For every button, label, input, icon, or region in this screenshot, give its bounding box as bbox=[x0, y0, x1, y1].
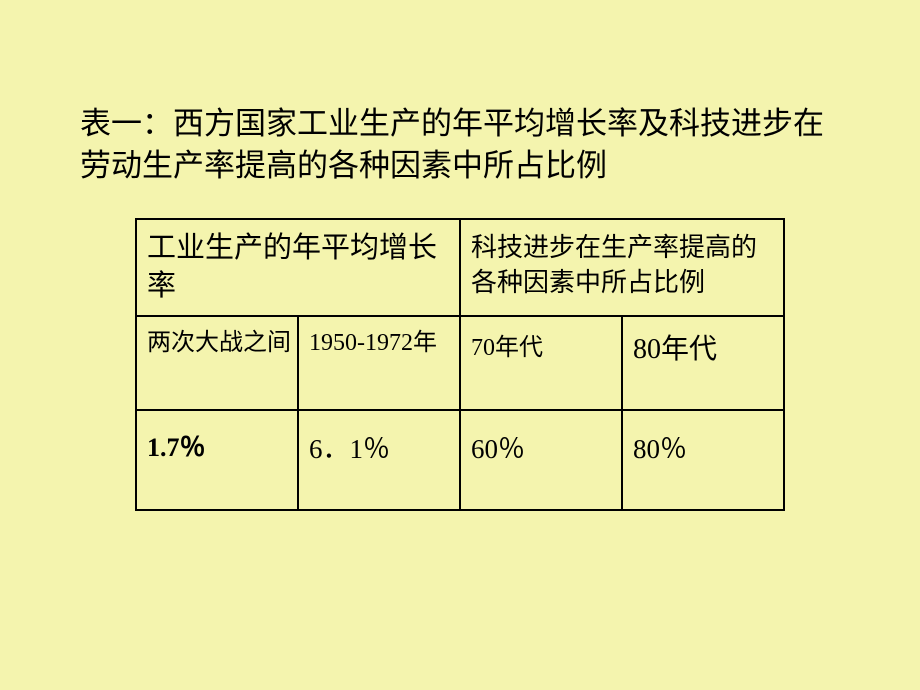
period-cell-4: 80年代 bbox=[622, 316, 784, 410]
value-cell-4: 80％ bbox=[622, 410, 784, 510]
value-cell-1: 1.7％ bbox=[136, 410, 298, 510]
slide-title: 表一：西方国家工业生产的年平均增长率及科技进步在劳动生产率提高的各种因素中所占比… bbox=[80, 103, 850, 187]
data-table: 工业生产的年平均增长率 科技进步在生产率提高的各种因素中所占比例 两次大战之间 … bbox=[135, 218, 785, 511]
table-period-row: 两次大战之间 1950-1972年 70年代 80年代 bbox=[136, 316, 784, 410]
table-value-row: 1.7％ 6．1％ 60％ 80％ bbox=[136, 410, 784, 510]
period-cell-2: 1950-1972年 bbox=[298, 316, 460, 410]
period-cell-1: 两次大战之间 bbox=[136, 316, 298, 410]
slide: 表一：西方国家工业生产的年平均增长率及科技进步在劳动生产率提高的各种因素中所占比… bbox=[0, 0, 920, 690]
table-header-row: 工业生产的年平均增长率 科技进步在生产率提高的各种因素中所占比例 bbox=[136, 219, 784, 316]
value-cell-2: 6．1％ bbox=[298, 410, 460, 510]
header-right: 科技进步在生产率提高的各种因素中所占比例 bbox=[460, 219, 784, 316]
value-cell-3: 60％ bbox=[460, 410, 622, 510]
header-left: 工业生产的年平均增长率 bbox=[136, 219, 460, 316]
period-cell-3: 70年代 bbox=[460, 316, 622, 410]
